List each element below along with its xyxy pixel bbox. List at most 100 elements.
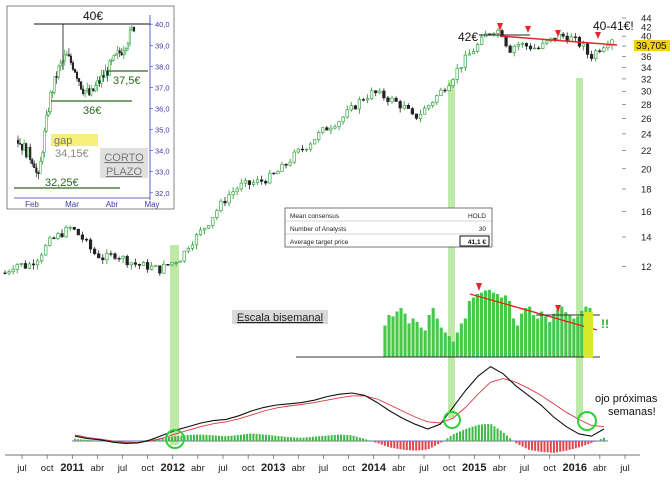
candle-body bbox=[182, 250, 186, 262]
inset-candle-body bbox=[116, 50, 119, 55]
inset-candle-body bbox=[130, 27, 134, 31]
oscillator-hist-bar bbox=[380, 441, 383, 445]
oscillator-hist-bar bbox=[352, 435, 355, 441]
inset-candle-body bbox=[43, 130, 46, 153]
oscillator-hist-bar bbox=[496, 428, 499, 441]
x-tick-label: abr bbox=[191, 463, 205, 474]
biweekly-bar bbox=[516, 325, 520, 357]
oscillator-hist-bar bbox=[261, 434, 264, 441]
biweekly-bar bbox=[423, 330, 427, 357]
candle-body bbox=[93, 248, 97, 255]
x-tick-label: jul bbox=[217, 463, 228, 474]
candle-body bbox=[272, 172, 276, 175]
signal-circle-2016 bbox=[577, 411, 597, 431]
oscillator-hist-bar bbox=[415, 441, 418, 451]
inset-candle-body bbox=[51, 91, 54, 94]
candle-body bbox=[76, 228, 80, 236]
candle-body bbox=[545, 40, 549, 44]
candle-body bbox=[56, 233, 60, 239]
biweekly-bar bbox=[391, 316, 395, 357]
candle-body bbox=[68, 227, 72, 229]
oscillator-hist-bar bbox=[333, 434, 336, 441]
oscillator-hist-bar bbox=[277, 436, 280, 441]
inset-y-tick-label: 35,0 bbox=[155, 126, 170, 135]
inset-annotation-3415: 34,15€ bbox=[55, 148, 89, 160]
candle-body bbox=[508, 45, 512, 53]
oscillator-hist-bar bbox=[274, 435, 277, 441]
oscillator-hist-bar bbox=[255, 433, 258, 441]
oscillator-hist-bar bbox=[577, 441, 580, 448]
candle-body bbox=[573, 36, 577, 38]
oscillator-hist-bar bbox=[349, 435, 352, 441]
candle-body bbox=[390, 97, 394, 102]
oscillator-hist-bar bbox=[421, 441, 424, 451]
oscillator-hist-bar bbox=[581, 441, 584, 447]
x-tick-label: 2012 bbox=[161, 462, 185, 474]
bars-highlight bbox=[584, 312, 593, 358]
oscillator-hist-bar bbox=[264, 434, 267, 441]
inset-candle-body bbox=[90, 88, 93, 96]
candle-body bbox=[264, 181, 268, 184]
candle-body bbox=[374, 90, 378, 94]
consensus-label-0: Mean consensus bbox=[290, 213, 340, 220]
oscillator-hist-bar bbox=[149, 439, 152, 441]
candle-body bbox=[516, 44, 520, 47]
inset-candles bbox=[16, 25, 136, 180]
oscillator-hist-bar bbox=[139, 441, 142, 442]
oscillator-hist-bar bbox=[437, 441, 440, 445]
oscillator-hist-bar bbox=[80, 439, 83, 441]
oscillator-hist-bar bbox=[556, 441, 559, 453]
inset-candle-body bbox=[18, 143, 22, 145]
oscillator-hist-bar bbox=[308, 437, 311, 441]
inset-candle-body bbox=[110, 59, 113, 62]
candle-body bbox=[178, 260, 182, 263]
oscillator-hist-bar bbox=[217, 435, 220, 441]
candle-body bbox=[504, 36, 508, 47]
candle-body bbox=[353, 105, 357, 110]
oscillator-hist-bar bbox=[399, 441, 402, 450]
candle-body bbox=[186, 248, 190, 252]
oscillator-hist-bar bbox=[343, 434, 346, 441]
oscillator-hist-bar bbox=[92, 440, 95, 441]
biweekly-bar bbox=[576, 316, 580, 357]
candle-body bbox=[357, 99, 362, 110]
candle-body bbox=[109, 253, 113, 255]
oscillator-hist-bar bbox=[136, 441, 139, 442]
inset-candle-body bbox=[73, 69, 77, 73]
candle-body bbox=[137, 264, 142, 266]
biweekly-bar bbox=[548, 322, 552, 357]
candle-body bbox=[113, 253, 117, 259]
inset-chart: 32,0 33,0 34,0 35,0 36,0 37,0 38,0 39,0 40,0 Feb… bbox=[6, 5, 175, 210]
oscillator-hist-bar bbox=[468, 427, 471, 441]
candle-body bbox=[410, 108, 414, 115]
biweekly-bar bbox=[491, 292, 496, 357]
inset-candle-body bbox=[128, 29, 131, 44]
candle-body bbox=[537, 47, 541, 50]
consensus-value-2: 41,1 € bbox=[468, 239, 486, 246]
candle-body bbox=[133, 262, 137, 265]
oscillator-hist-bar bbox=[433, 441, 436, 446]
oscillator-hist-bar bbox=[289, 437, 292, 441]
biweekly-bar bbox=[552, 313, 556, 357]
oscillator-hist-bar bbox=[574, 441, 577, 449]
main-y-tick-label: 18 bbox=[641, 184, 652, 195]
biweekly-bar bbox=[479, 292, 483, 357]
x-tick-label: oct bbox=[141, 463, 154, 474]
inset-candle-body bbox=[104, 70, 107, 78]
oscillator-hist-bar bbox=[377, 441, 380, 444]
consensus-label-1: Number of Analysts bbox=[290, 226, 347, 233]
candle-body bbox=[19, 263, 23, 265]
candle-body bbox=[500, 30, 504, 38]
inset-candle-body bbox=[67, 54, 70, 57]
biweekly-bar bbox=[451, 341, 455, 357]
biweekly-bar bbox=[568, 315, 572, 357]
oscillator-hist-bar bbox=[390, 441, 393, 448]
main-y-tick-label: 32 bbox=[641, 74, 652, 85]
inset-candle-body bbox=[45, 114, 48, 132]
candle-body bbox=[496, 30, 500, 34]
oscillator-hist-bar bbox=[211, 435, 214, 441]
oscillator-hist-bar bbox=[509, 438, 512, 441]
oscillator-hist-bar bbox=[283, 436, 286, 441]
oscillator-hist-bar bbox=[418, 441, 421, 451]
oscillator-hist-bar bbox=[305, 437, 308, 441]
